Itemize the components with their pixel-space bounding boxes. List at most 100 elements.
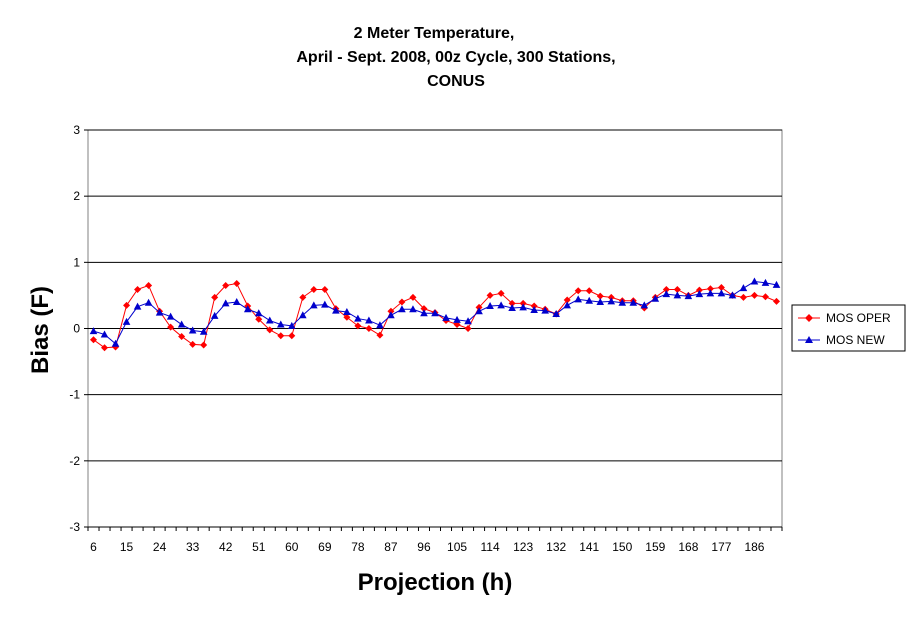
- x-tick-label: 69: [318, 540, 332, 554]
- x-tick-label: 24: [153, 540, 167, 554]
- data-point-mos-oper: [101, 344, 109, 352]
- data-point-mos-new: [739, 284, 748, 292]
- data-point-mos-oper: [123, 301, 131, 309]
- data-point-mos-new: [409, 305, 417, 313]
- data-point-mos-oper: [750, 291, 758, 299]
- chart-title-line-1: 2 Meter Temperature,: [354, 25, 515, 42]
- y-tick-label: 2: [73, 189, 80, 203]
- data-point-mos-oper: [354, 322, 362, 330]
- data-point-mos-oper: [321, 285, 329, 293]
- data-point-mos-new: [684, 292, 693, 300]
- data-point-mos-new: [497, 301, 505, 309]
- data-point-mos-oper: [464, 325, 472, 332]
- x-tick-label: 168: [678, 540, 698, 554]
- legend: MOS OPER MOS NEW: [791, 304, 906, 352]
- data-point-mos-new: [398, 305, 406, 313]
- data-point-mos-new: [574, 295, 583, 303]
- data-point-mos-new: [111, 339, 120, 347]
- data-point-mos-oper: [145, 281, 153, 289]
- data-point-mos-new: [166, 312, 175, 320]
- data-point-mos-new: [629, 298, 638, 306]
- data-point-mos-new: [310, 301, 318, 309]
- data-point-mos-new: [144, 298, 153, 306]
- data-point-mos-oper: [409, 293, 417, 301]
- series-layer: [89, 277, 781, 352]
- data-point-mos-new: [100, 330, 109, 338]
- data-point-mos-new: [728, 291, 737, 299]
- data-point-mos-new: [332, 306, 340, 314]
- data-point-mos-oper: [563, 296, 571, 304]
- data-point-mos-oper: [596, 292, 604, 300]
- x-tick-label: 186: [744, 540, 764, 554]
- legend-label-mos-oper: MOS OPER: [826, 311, 891, 325]
- data-point-mos-oper: [585, 287, 593, 295]
- x-tick-label: 141: [579, 540, 599, 554]
- data-point-mos-oper: [497, 289, 505, 297]
- data-point-mos-new: [530, 305, 538, 313]
- data-point-mos-new: [464, 317, 472, 325]
- data-point-mos-new: [155, 308, 164, 316]
- x-tick-label: 96: [417, 540, 431, 554]
- data-point-mos-new: [442, 313, 450, 321]
- data-point-mos-new: [243, 305, 252, 313]
- series-mos-new: [89, 277, 781, 347]
- data-point-mos-oper: [365, 325, 373, 332]
- data-point-mos-new: [585, 296, 594, 304]
- data-point-mos-oper: [200, 341, 208, 349]
- legend-marker-mos-oper: [805, 314, 813, 322]
- data-point-mos-new: [177, 320, 186, 328]
- data-point-mos-oper: [508, 299, 516, 307]
- chart-title-line-2: April - Sept. 2008, 00z Cycle, 300 Stati…: [296, 49, 615, 66]
- x-tick-label: 15: [120, 540, 134, 554]
- data-point-mos-new: [365, 316, 373, 324]
- x-tick-label: 132: [546, 540, 566, 554]
- data-point-mos-new: [321, 300, 329, 308]
- data-point-mos-new: [673, 291, 682, 299]
- chart-title-line-3: CONUS: [427, 73, 485, 90]
- data-point-mos-oper: [277, 332, 285, 340]
- x-axis-ticks: 6 15 24 33 42 51 60 69 78 87 96 105 114 123 132 141 150 1…: [87, 526, 783, 554]
- data-point-mos-new: [695, 290, 704, 298]
- data-point-mos-new: [376, 321, 384, 329]
- data-point-mos-new: [607, 297, 616, 305]
- y-tick-label: 3: [73, 123, 80, 137]
- y-axis-ticks: 3 2 1 0 -1 -2 -3: [69, 123, 88, 534]
- y-tick-label: 0: [73, 322, 80, 336]
- data-point-mos-new: [199, 327, 208, 335]
- data-point-mos-oper: [233, 280, 241, 288]
- data-point-mos-new: [354, 314, 362, 322]
- data-point-mos-oper: [761, 293, 769, 301]
- data-point-mos-oper: [772, 297, 780, 305]
- data-point-mos-new: [453, 315, 461, 323]
- data-point-mos-oper: [90, 336, 98, 344]
- y-tick-label: -2: [69, 454, 80, 468]
- data-point-mos-new: [706, 289, 715, 297]
- data-point-mos-oper: [288, 332, 296, 340]
- data-point-mos-oper: [211, 293, 219, 301]
- x-tick-label: 105: [447, 540, 467, 554]
- data-point-mos-new: [640, 301, 649, 309]
- data-point-mos-new: [89, 327, 98, 335]
- legend-label-mos-new: MOS NEW: [826, 333, 885, 347]
- x-tick-label: 87: [384, 540, 398, 554]
- data-point-mos-new: [772, 280, 781, 288]
- data-point-mos-new: [221, 299, 230, 307]
- data-point-mos-new: [265, 316, 274, 324]
- data-point-mos-new: [618, 298, 627, 306]
- x-tick-label: 60: [285, 540, 299, 554]
- data-point-mos-new: [122, 317, 131, 325]
- data-point-mos-new: [299, 311, 307, 319]
- y-tick-label: -3: [69, 520, 80, 534]
- data-point-mos-new: [717, 289, 726, 297]
- data-point-mos-oper: [167, 323, 175, 331]
- data-point-mos-new: [431, 309, 439, 317]
- data-point-mos-new: [519, 303, 527, 311]
- data-point-mos-new: [210, 311, 219, 319]
- data-point-mos-new: [133, 302, 142, 310]
- data-point-mos-oper: [178, 332, 186, 340]
- x-tick-label: 33: [186, 540, 200, 554]
- data-point-mos-new: [232, 298, 241, 306]
- data-point-mos-oper: [310, 285, 318, 293]
- data-point-mos-oper: [420, 305, 428, 313]
